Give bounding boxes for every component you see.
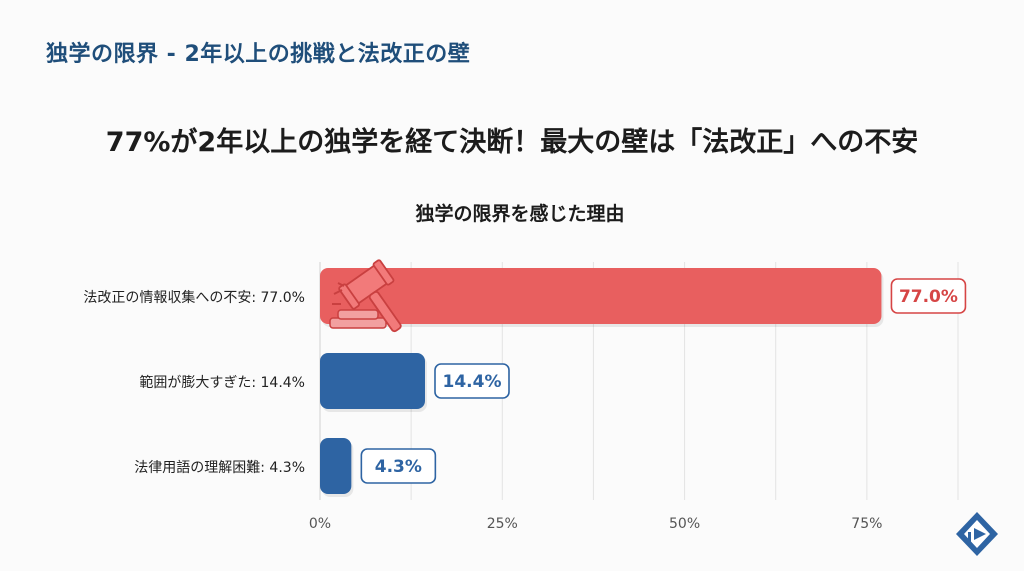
bar: [320, 268, 882, 324]
category-label: 法律用語の理解困難: 4.3%: [134, 460, 305, 476]
x-tick-label: 75%: [851, 516, 882, 532]
brand-logo-icon: [952, 510, 1002, 564]
chart-title: 独学の限界を感じた理由: [415, 203, 625, 225]
page-header-title: 独学の限界 - 2年以上の挑戦と法改正の壁: [46, 42, 471, 67]
headline: 77%が2年以上の独学を経て決断！最大の壁は「法改正」への不安: [105, 127, 919, 158]
value-label: 77.0%: [899, 287, 958, 307]
bar: [320, 353, 425, 409]
x-tick-label: 25%: [487, 516, 518, 532]
value-label-box: [890, 278, 967, 314]
value-label: 14.4%: [443, 372, 502, 392]
x-tick-label: 50%: [669, 516, 700, 532]
bar: [320, 438, 352, 494]
value-label-box: [360, 448, 437, 484]
category-label: 法改正の情報収集への不安: 77.0%: [83, 289, 305, 306]
value-label: 4.3%: [375, 457, 422, 477]
category-label: 範囲が膨大すぎた: 14.4%: [139, 374, 305, 391]
value-label-box: [434, 363, 510, 399]
gavel-icon: [329, 259, 402, 333]
x-tick-label: 0%: [309, 516, 331, 532]
